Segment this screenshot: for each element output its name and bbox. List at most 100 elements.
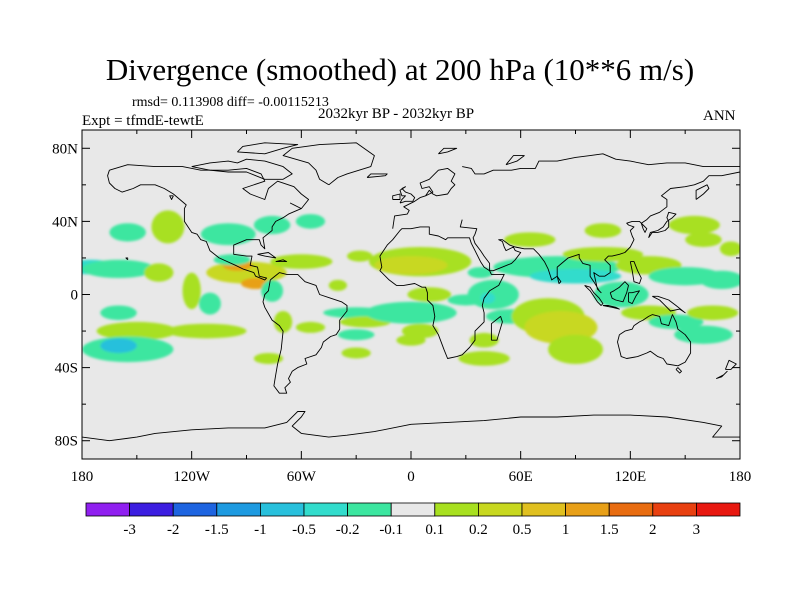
colorbar-label: 1 — [562, 522, 570, 538]
anomaly-patch — [341, 347, 371, 359]
period-label: 2032kyr BP - 2032kyr BP — [318, 106, 475, 122]
coastline — [191, 158, 293, 180]
anomaly-patch — [100, 305, 137, 321]
colorbar-swatch — [172, 502, 218, 517]
colorbar-swatch — [521, 502, 566, 517]
coastline — [257, 252, 277, 259]
coastline — [366, 173, 388, 178]
coastline — [438, 147, 458, 155]
colorbar-label: -3 — [123, 522, 136, 538]
anomaly-patch — [198, 292, 221, 315]
x-tick-label: 180 — [71, 469, 94, 485]
coastline — [107, 164, 310, 281]
colorbar-label: -1 — [254, 522, 267, 538]
colorbar-label: 3 — [693, 522, 701, 538]
anomaly-patch — [82, 259, 156, 279]
anomaly-patch — [151, 210, 185, 244]
colorbar-swatch — [259, 502, 305, 517]
season-label: ANN — [703, 108, 736, 124]
anomaly-patch — [504, 232, 556, 247]
coastline — [289, 202, 302, 210]
coastline — [237, 142, 299, 155]
colorbar-swatch — [652, 502, 697, 517]
y-tick-label: 0 — [71, 288, 79, 304]
colorbar-label: -0.2 — [336, 522, 360, 538]
coastlines — [82, 142, 740, 442]
coastline — [505, 155, 525, 166]
anomaly-patch — [467, 267, 494, 279]
anomaly-patch — [529, 268, 622, 284]
x-tick-label: 120E — [614, 469, 646, 485]
x-tick-label: 60W — [287, 469, 317, 485]
colorbar-swatch — [608, 502, 654, 517]
anomaly-patch — [401, 323, 439, 339]
anomaly-patch — [668, 215, 720, 235]
coastline — [125, 257, 129, 261]
anomaly-patch — [699, 270, 740, 290]
coastline — [675, 367, 682, 374]
coastline — [490, 315, 503, 341]
anomaly-patch — [270, 254, 333, 269]
anomaly-patch — [480, 292, 496, 304]
coastline — [715, 370, 728, 380]
x-tick-label: 180 — [729, 469, 752, 485]
anomaly-patch — [548, 334, 603, 364]
anomaly-patch — [347, 250, 373, 262]
y-tick-label: 80N — [52, 141, 78, 157]
anomaly-patch — [261, 279, 284, 302]
anomaly-patch — [295, 321, 326, 333]
coastline — [82, 411, 740, 442]
anomaly-patch — [273, 310, 293, 333]
coastline — [584, 284, 604, 306]
anomaly-patch — [295, 214, 326, 229]
anomaly-patch — [213, 254, 251, 266]
anomaly-patch — [719, 241, 740, 257]
anomaly-patch — [674, 325, 733, 344]
colorbar-label: -1.5 — [205, 522, 229, 538]
colorbar: -3 -2 -1.5 -1 -0.5 -0.2 -0.1 0.1 0.2 0.5 1 1.5 2 3 — [85, 502, 741, 538]
colorbar-label: -0.5 — [292, 522, 316, 538]
colorbar-swatch — [129, 502, 174, 517]
colorbar-swatch — [477, 502, 523, 517]
coastline — [628, 290, 640, 305]
anomaly-patch — [328, 279, 348, 291]
anomaly-patch — [685, 232, 722, 247]
colorbar-label: 1.5 — [600, 522, 619, 538]
coastline — [602, 305, 620, 310]
y-tick-label: 40S — [55, 361, 78, 377]
colorbar-swatch — [303, 502, 348, 517]
anomaly-patch — [109, 223, 146, 242]
anomaly-patch — [396, 334, 426, 346]
colorbar-label: 0.2 — [469, 522, 488, 538]
coastline — [695, 184, 710, 200]
x-tick-label: 0 — [407, 469, 415, 485]
colorbar-swatch — [434, 502, 479, 517]
anomaly-patch — [337, 329, 375, 341]
colorbar-label: 0.5 — [513, 522, 532, 538]
colorbar-swatch — [565, 502, 610, 517]
coastline — [392, 167, 456, 229]
anomaly-patch — [593, 281, 649, 308]
anomaly-patch — [253, 215, 291, 235]
colorbar-label: 0.1 — [425, 522, 444, 538]
y-tick-label: 80S — [55, 434, 78, 450]
stats-label: rmsd= 0.113908 diff= -0.00115213 — [132, 95, 329, 110]
colorbar-swatch — [390, 502, 436, 517]
experiment-label: Expt = tfmdE-tewtE — [82, 113, 204, 129]
chart-title: Divergence (smoothed) at 200 hPa (10**6 … — [105, 52, 695, 87]
coastline — [392, 193, 401, 200]
anomaly-patch — [407, 287, 452, 302]
coastline — [275, 259, 288, 263]
coastline — [282, 142, 375, 186]
colorbar-label: 2 — [649, 522, 657, 538]
coastline — [648, 211, 677, 239]
anomaly-patch — [182, 272, 201, 310]
colorbar-swatch — [85, 502, 130, 517]
y-tick-label: 40N — [52, 214, 78, 230]
coastline — [652, 295, 686, 314]
anomaly-patch — [96, 321, 178, 341]
coastline — [399, 186, 416, 204]
anomaly-patch — [365, 301, 457, 324]
anomaly-patch — [374, 256, 448, 275]
